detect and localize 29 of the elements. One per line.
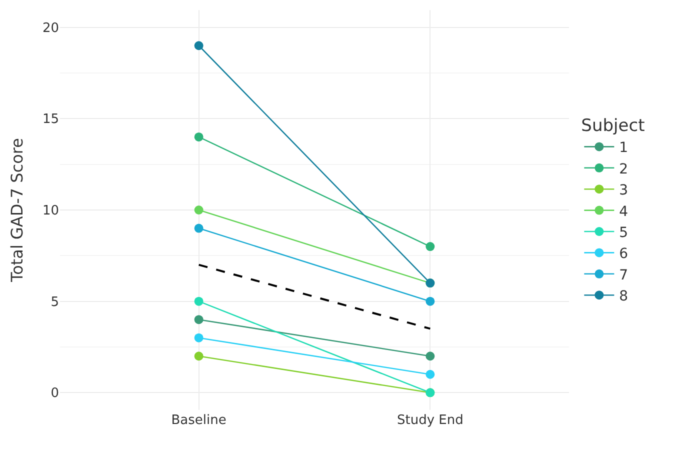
legend-label: 7 [619, 267, 628, 284]
legend-label: 5 [619, 224, 628, 241]
point [426, 352, 435, 361]
point [426, 242, 435, 252]
point [194, 224, 204, 233]
y-tick-label: 0 [50, 386, 59, 402]
point [426, 370, 435, 379]
point [194, 296, 204, 306]
y-axis-title: Total GAD-7 Score [7, 138, 26, 283]
point [194, 132, 204, 142]
legend-label: 3 [619, 182, 628, 199]
y-tick-label: 15 [42, 112, 59, 128]
legend-title: Subject [581, 116, 646, 136]
legend-label: 1 [619, 140, 628, 156]
legend-label: 2 [619, 161, 628, 178]
x-tick-label: Baseline [171, 413, 226, 428]
y-tick-label: 5 [50, 294, 59, 310]
y-tick-label: 20 [42, 20, 59, 36]
point [194, 41, 204, 50]
legend-label: 4 [619, 204, 628, 220]
point [194, 352, 204, 361]
point [194, 315, 204, 324]
point [194, 206, 204, 214]
x-tick-label: Study End [396, 413, 464, 428]
y-tick-label: 10 [42, 204, 59, 219]
legend-label: 6 [619, 246, 628, 262]
legend-label: 8 [619, 288, 628, 305]
point [194, 333, 204, 342]
point [426, 296, 435, 306]
